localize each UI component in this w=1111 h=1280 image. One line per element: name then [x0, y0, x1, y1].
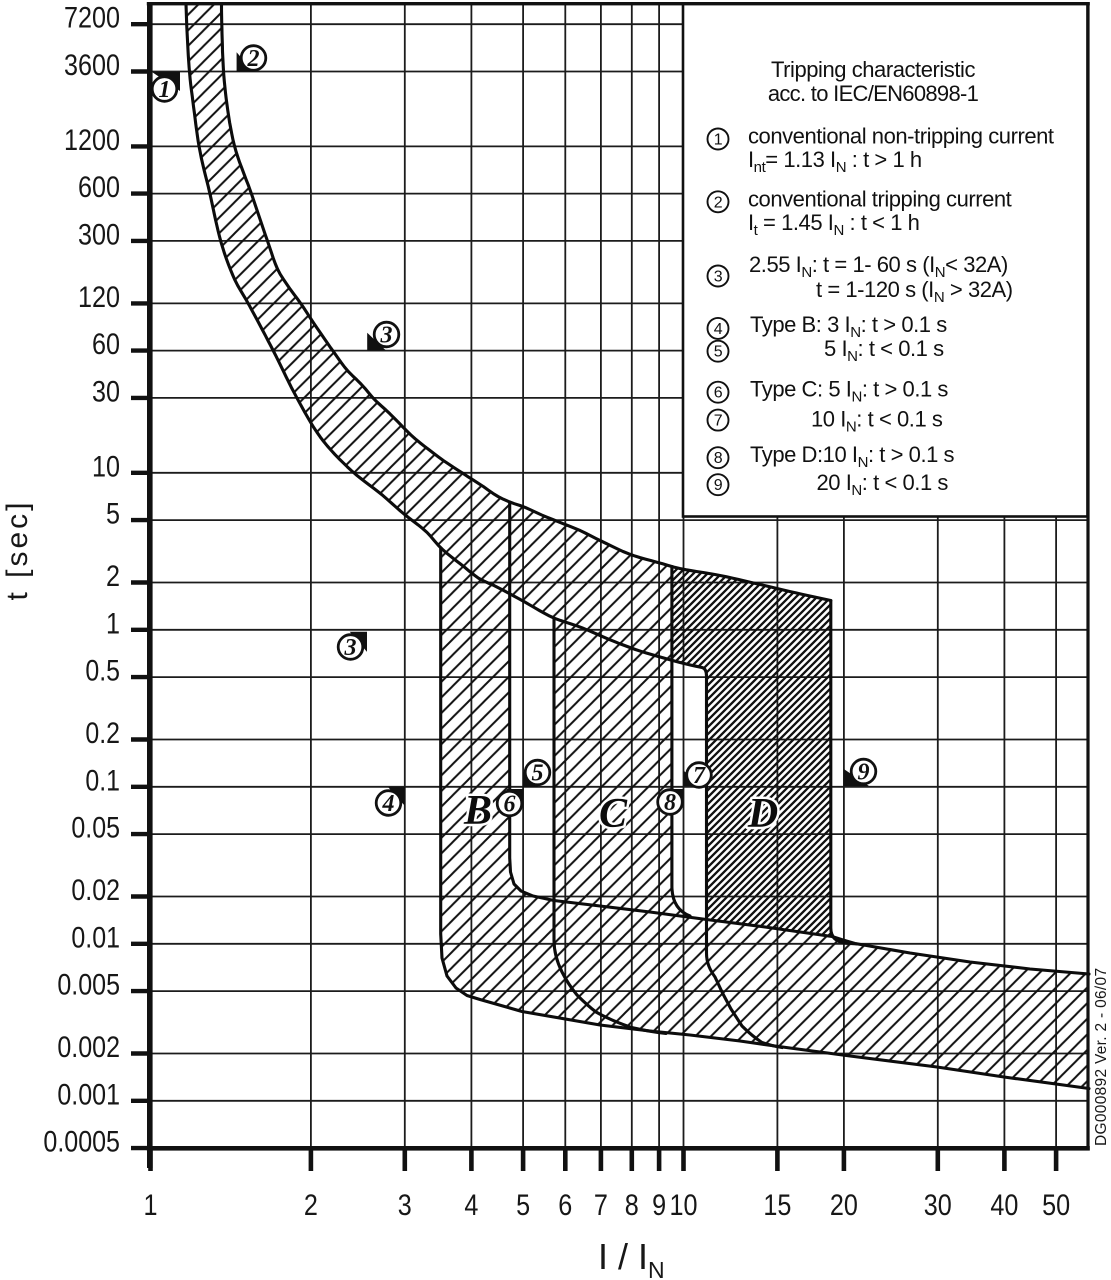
svg-text:C: C	[599, 791, 628, 837]
svg-text:Int= 1.13 IN : t > 1 h: Int= 1.13 IN : t > 1 h	[748, 147, 922, 176]
svg-text:40: 40	[990, 1189, 1018, 1222]
svg-text:5 IN: t < 0.1 s: 5 IN: t < 0.1 s	[824, 336, 944, 365]
svg-text:15: 15	[763, 1189, 791, 1222]
svg-text:3: 3	[714, 269, 723, 286]
svg-text:1: 1	[714, 132, 723, 149]
svg-text:6: 6	[558, 1189, 572, 1222]
svg-text:D: D	[747, 791, 778, 837]
svg-text:9: 9	[652, 1189, 666, 1222]
svg-text:t [sec]: t [sec]	[1, 499, 34, 600]
svg-text:120: 120	[78, 281, 120, 314]
svg-text:1: 1	[144, 1189, 158, 1222]
svg-text:5: 5	[106, 498, 120, 531]
svg-text:B: B	[463, 788, 492, 834]
svg-text:6: 6	[714, 385, 723, 402]
svg-text:Type C: 5 IN: t > 0.1 s: Type C: 5 IN: t > 0.1 s	[750, 377, 948, 406]
svg-text:20 IN: t < 0.1 s: 20 IN: t < 0.1 s	[817, 470, 949, 499]
svg-text:1200: 1200	[64, 124, 120, 157]
svg-text:0.05: 0.05	[71, 812, 120, 845]
svg-text:30: 30	[924, 1189, 952, 1222]
svg-text:0.01: 0.01	[71, 921, 120, 954]
svg-text:2: 2	[714, 194, 723, 211]
svg-text:2.55 IN: t = 1- 60 s (IN< 32A): 2.55 IN: t = 1- 60 s (IN< 32A)	[749, 252, 1008, 281]
svg-text:4: 4	[714, 321, 723, 338]
svg-text:0.0005: 0.0005	[43, 1126, 120, 1159]
svg-text:8: 8	[714, 450, 723, 467]
svg-text:30: 30	[92, 375, 120, 408]
svg-text:0.005: 0.005	[57, 969, 120, 1002]
svg-text:7: 7	[594, 1189, 608, 1222]
svg-text:1: 1	[159, 77, 171, 103]
svg-text:10: 10	[92, 450, 120, 483]
svg-text:10: 10	[670, 1189, 698, 1222]
svg-text:3: 3	[380, 323, 393, 349]
svg-text:acc. to IEC/EN60898-1: acc. to IEC/EN60898-1	[768, 81, 979, 106]
svg-text:Type D:10 IN: t > 0.1 s: Type D:10 IN: t > 0.1 s	[750, 442, 955, 471]
svg-text:0.2: 0.2	[85, 717, 120, 750]
svg-text:0.001: 0.001	[57, 1078, 120, 1111]
svg-text:4: 4	[464, 1189, 478, 1222]
svg-text:9: 9	[714, 477, 723, 494]
svg-text:3600: 3600	[64, 49, 120, 82]
svg-text:4: 4	[382, 791, 395, 817]
svg-text:6: 6	[504, 792, 516, 818]
svg-text:7: 7	[693, 763, 706, 789]
svg-text:0.5: 0.5	[85, 655, 120, 688]
svg-text:1: 1	[106, 607, 120, 640]
svg-text:8: 8	[664, 790, 676, 816]
svg-text:5: 5	[714, 344, 723, 361]
svg-text:7: 7	[714, 413, 723, 430]
svg-text:50: 50	[1042, 1189, 1070, 1222]
svg-text:2: 2	[106, 560, 120, 593]
svg-text:0.1: 0.1	[85, 764, 120, 797]
svg-text:2: 2	[304, 1189, 318, 1222]
svg-text:600: 600	[78, 171, 120, 204]
svg-text:Type B: 3 IN: t > 0.1 s: Type B: 3 IN: t > 0.1 s	[750, 312, 947, 341]
svg-text:3: 3	[398, 1189, 412, 1222]
svg-text:0.002: 0.002	[57, 1031, 120, 1064]
svg-text:5: 5	[532, 761, 544, 787]
svg-text:60: 60	[92, 328, 120, 361]
svg-text:5: 5	[516, 1189, 530, 1222]
svg-text:8: 8	[625, 1189, 639, 1222]
svg-text:0.02: 0.02	[71, 874, 120, 907]
svg-text:Tripping characteristic: Tripping characteristic	[771, 57, 975, 82]
svg-text:10 IN: t < 0.1 s: 10 IN: t < 0.1 s	[811, 407, 943, 436]
svg-text:DG000892 Ver. 2 - 06/07: DG000892 Ver. 2 - 06/07	[1093, 968, 1110, 1146]
svg-text:conventional tripping current: conventional tripping current	[748, 187, 1012, 212]
svg-text:conventional non-tripping curr: conventional non-tripping current	[748, 124, 1054, 149]
svg-text:7200: 7200	[64, 2, 120, 35]
svg-text:300: 300	[78, 218, 120, 251]
svg-text:t = 1-120 s (IN > 32A): t = 1-120 s (IN > 32A)	[816, 277, 1013, 306]
svg-text:3: 3	[344, 635, 357, 661]
svg-text:2: 2	[247, 46, 260, 72]
svg-text:9: 9	[858, 760, 870, 786]
svg-text:20: 20	[830, 1189, 858, 1222]
